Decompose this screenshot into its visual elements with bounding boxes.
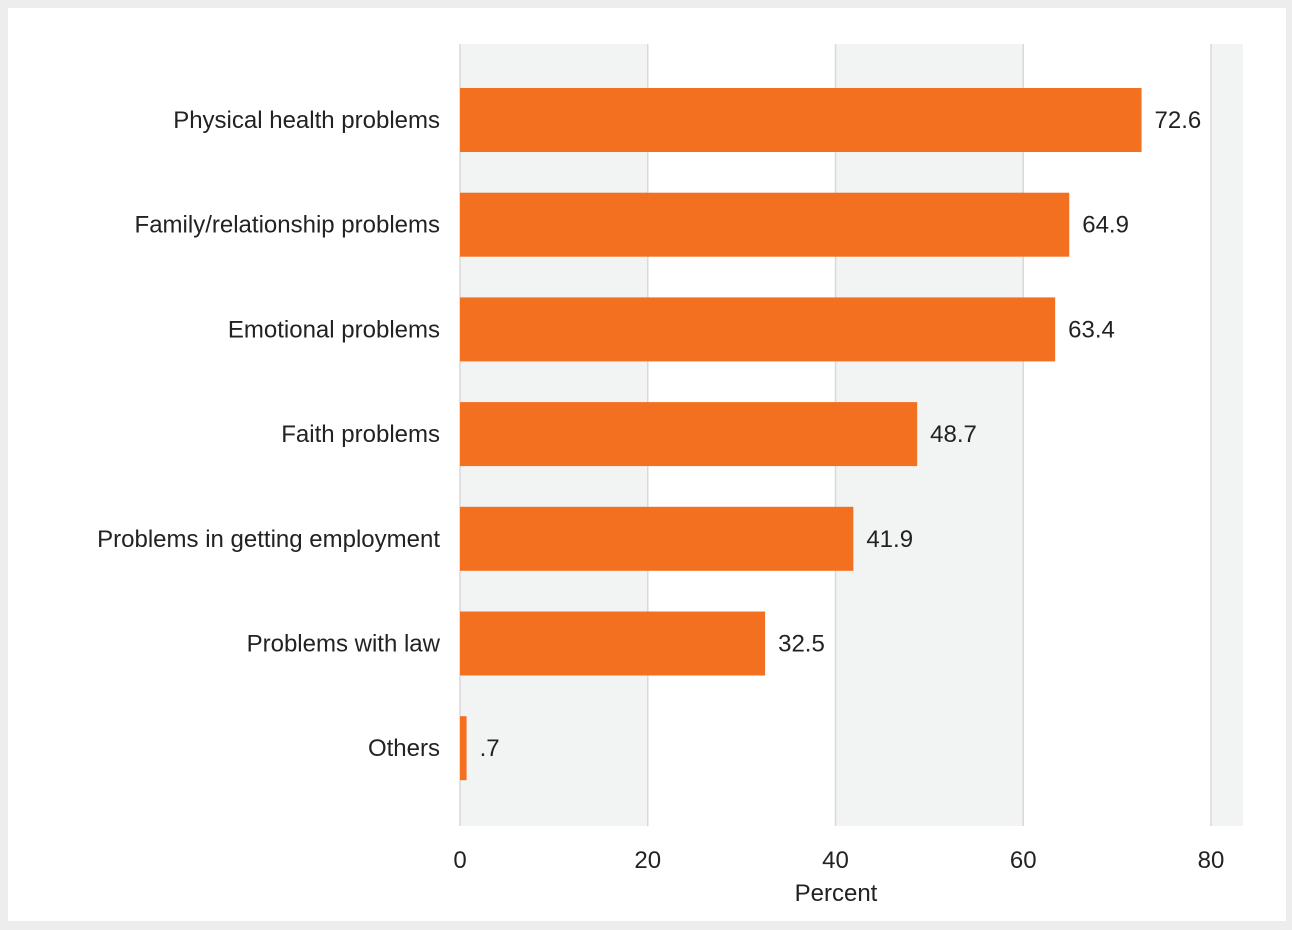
bar <box>460 88 1142 152</box>
x-tick-label: 80 <box>1198 847 1225 874</box>
category-labels: Physical health problems Family/relations… <box>97 107 441 762</box>
x-tick-label: 40 <box>822 847 849 874</box>
value-label: 48.7 <box>930 421 977 448</box>
category-label: Family/relationship problems <box>135 212 440 239</box>
bars <box>460 88 1142 781</box>
plot-band <box>1211 44 1243 826</box>
value-labels: 72.6 64.9 63.4 48.7 41.9 32.5 .7 <box>480 107 1202 762</box>
x-tick-label: 60 <box>1010 847 1037 874</box>
value-label: .7 <box>480 735 500 762</box>
category-label: Emotional problems <box>228 316 440 343</box>
category-label: Problems with law <box>247 631 441 658</box>
value-label: 41.9 <box>866 526 913 553</box>
x-axis-title: Percent <box>795 880 878 907</box>
bar <box>460 506 854 571</box>
value-label: 64.9 <box>1082 212 1129 239</box>
value-label: 63.4 <box>1068 316 1115 343</box>
x-tick-label: 20 <box>634 847 661 874</box>
bar <box>460 716 467 781</box>
bar <box>460 297 1056 362</box>
category-label: Faith problems <box>281 421 440 448</box>
bar <box>460 611 766 676</box>
x-tick-labels: 0 20 40 60 80 <box>453 847 1224 874</box>
category-label: Physical health problems <box>173 107 440 134</box>
category-label: Problems in getting employment <box>97 526 440 553</box>
x-tick-label: 0 <box>453 847 466 874</box>
plot-band <box>1023 44 1211 826</box>
bar <box>460 402 918 467</box>
bar <box>460 192 1070 257</box>
value-label: 72.6 <box>1155 107 1202 134</box>
value-label: 32.5 <box>778 631 825 658</box>
category-label: Others <box>368 735 440 762</box>
